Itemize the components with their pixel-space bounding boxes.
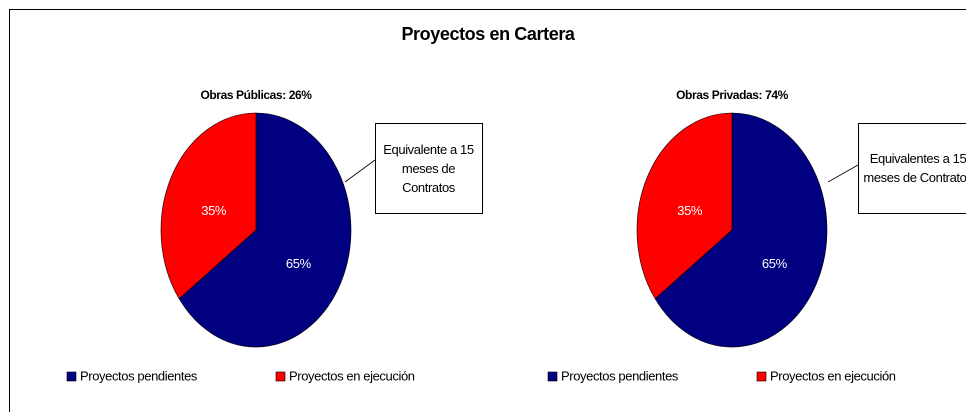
- legend-label: Proyectos en ejecución: [770, 368, 896, 383]
- data-label: 65%: [762, 256, 788, 271]
- annotation: Equivalente a 15 meses de Contratos: [383, 141, 474, 195]
- pie-title: Obras Privadas: 74%: [676, 88, 789, 102]
- legend-label: Proyectos pendientes: [80, 368, 198, 383]
- legend-swatch: [756, 371, 767, 382]
- legend-swatch: [547, 371, 558, 382]
- data-label: 65%: [286, 256, 312, 271]
- annotation-text: Equivalentes a 15 meses de Contratos: [863, 151, 966, 185]
- legend-label: Proyectos pendientes: [561, 368, 679, 383]
- data-label: 35%: [677, 203, 703, 218]
- pie-title: Obras Públicas: 26%: [200, 88, 312, 102]
- annotation-box: [858, 123, 966, 214]
- legend-swatch: [275, 371, 286, 382]
- pie-slice: [160, 112, 257, 300]
- data-label: 35%: [201, 203, 227, 218]
- annotation-box: [375, 123, 483, 214]
- pie-slice: [178, 112, 352, 348]
- chart-title: Proyectos en Cartera: [401, 24, 575, 44]
- pie-slice: [654, 112, 828, 348]
- annotation: Equivalentes a 15 meses de Contratos: [863, 151, 966, 185]
- legend-label: Proyectos en ejecución: [289, 368, 415, 383]
- pie-slice: [636, 112, 733, 300]
- annotation-text: Equivalente a 15 meses de Contratos: [383, 141, 474, 195]
- callout-line: [827, 164, 859, 183]
- legend-swatch: [66, 371, 77, 382]
- callout-line: [344, 159, 376, 183]
